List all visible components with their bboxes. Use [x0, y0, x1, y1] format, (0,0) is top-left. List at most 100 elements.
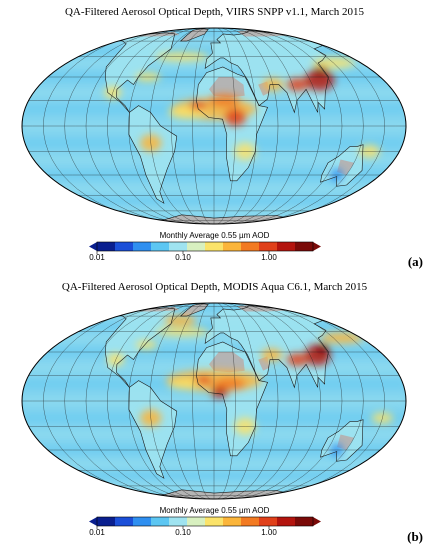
panel-b-title: QA-Filtered Aerosol Optical Depth, MODIS… — [61, 281, 368, 293]
panel-b-colorbar-segment — [241, 517, 260, 526]
panel-b-meridian — [216, 303, 236, 499]
panel-a-meridian — [221, 28, 279, 224]
panel-b-aod-blob — [316, 343, 330, 355]
panel-b-meridian — [232, 303, 364, 499]
panel-a-nodata-2 — [180, 28, 208, 42]
panel-a-colorbar-segment — [241, 242, 260, 251]
panel-a-colorbar — [89, 241, 321, 254]
panel-a-meridian — [216, 28, 236, 224]
panel-b-land-south-america — [128, 380, 177, 479]
panel-a-aod-blob — [286, 78, 309, 92]
panel-b-aod-blob — [286, 353, 309, 367]
panel-b-coast-greenland — [179, 303, 209, 317]
panel-b-meridian — [221, 303, 279, 499]
panel-a-meridian — [149, 28, 207, 224]
panel-b-colorbar-segment — [259, 517, 278, 526]
panel-a-nodata-0 — [209, 77, 245, 98]
panel-b-colorbar-frame — [96, 516, 314, 527]
panel-b-meridian — [224, 303, 300, 499]
panel-a-meridian — [192, 28, 212, 224]
panel-b-tick-0: 0.01 — [89, 528, 105, 537]
panel-a-colorbar-segment — [169, 242, 188, 251]
panel-b-tick-2: 1.00 — [261, 528, 277, 537]
panel-b-colorbar-segment — [277, 517, 296, 526]
panel-a-meridian — [128, 28, 204, 224]
panel-a-coast-north-america — [104, 32, 176, 113]
panel-b-aod-blob — [194, 376, 213, 385]
panel-b-colorbar-arrow-low — [89, 517, 97, 526]
panel-a-tick-0: 0.01 — [89, 253, 105, 262]
panel-b-meridian — [128, 303, 204, 499]
panel-b-colorbar-segment — [169, 517, 188, 526]
panel-a-land-eurasia — [205, 30, 329, 113]
panel-a-tick-1: 0.10 — [175, 253, 191, 262]
panel-b-meridian — [149, 303, 207, 499]
panel-a-colorbar-arrow-high — [313, 242, 321, 251]
panel-a-meridian — [171, 28, 209, 224]
panel-a-map — [21, 27, 407, 254]
panel-b-meridian — [85, 303, 199, 499]
panel-b-colorbar-label: Monthly Average 0.55 µm AOD — [159, 506, 270, 515]
panel-a-meridian — [107, 28, 201, 224]
panel-b-colorbar-segment — [97, 517, 116, 526]
panel-a-colorbar-arrow-low — [89, 242, 97, 251]
panel-a-coast-greenland — [179, 28, 209, 42]
panel-b-land-eurasia — [205, 305, 329, 388]
panel-a-meridian — [219, 28, 257, 224]
panel-b-meridian — [107, 303, 201, 499]
panel-b-coast-south-america — [128, 380, 178, 479]
panel-a-colorbar-segment — [133, 242, 152, 251]
panel-a-colorbar-segment — [223, 242, 242, 251]
panel-a-meridian — [227, 28, 321, 224]
panel-b-colorbar-segment — [223, 517, 242, 526]
panel-b-map — [21, 302, 407, 529]
panel-b-colorbar-segment — [205, 517, 224, 526]
panel-b-label: (b) — [407, 529, 423, 544]
panel-b-map-border — [21, 302, 407, 500]
panel-b-aod-blob — [320, 332, 364, 344]
panel-a-colorbar-segment — [259, 242, 278, 251]
panel-b-colorbar-segment — [295, 517, 314, 526]
panel-b-map-body — [22, 303, 406, 499]
panel-a-meridian — [85, 28, 199, 224]
panel-b-coast-australia — [320, 419, 364, 462]
panel-b-coast-north-america — [104, 307, 176, 388]
panel-b-colorbar-arrow-high — [313, 517, 321, 526]
panel-a-colorbar-segment — [187, 242, 206, 251]
panel-b-aod-blob — [135, 340, 157, 350]
panel-b-meridian — [219, 303, 257, 499]
panel-b-meridian — [171, 303, 209, 499]
panel-a-colorbar-segment — [151, 242, 170, 251]
panel-a-title: QA-Filtered Aerosol Optical Depth, VIIRS… — [64, 6, 365, 18]
panel-a-colorbar-segment — [205, 242, 224, 251]
panel-b-meridian — [64, 303, 196, 499]
panel-b-colorbar-segment — [187, 517, 206, 526]
panel-b-colorbar-segment — [115, 517, 134, 526]
panel-a-meridian — [224, 28, 300, 224]
panel-b-colorbar — [89, 516, 321, 529]
panel-a-colorbar-segment — [295, 242, 314, 251]
panel-a-colorbar-frame — [96, 241, 314, 252]
panel-a-coast-australia — [320, 144, 364, 187]
panel-b-nodata-0 — [209, 352, 245, 373]
panel-b-aod-blob — [164, 315, 197, 327]
panel-a-map-border — [21, 27, 407, 225]
panel-a-colorbar-label: Monthly Average 0.55 µm AOD — [159, 231, 270, 240]
panel-a-colorbar-segment — [97, 242, 116, 251]
panel-a-aod-blob — [189, 101, 207, 110]
panel-b-colorbar-segment — [151, 517, 170, 526]
panel-a-coast-south-america — [128, 105, 178, 204]
panel-a-aod-blob — [304, 69, 335, 91]
panel-a-meridian — [64, 28, 196, 224]
panel-a: QA-Filtered Aerosol Optical Depth, VIIRS… — [21, 6, 423, 269]
panel-a-coast-antarctica — [136, 214, 292, 224]
panel-b-colorbar-segment — [133, 517, 152, 526]
panel-a-meridian — [229, 28, 343, 224]
panel-b-tick-1: 0.10 — [175, 528, 191, 537]
panel-b: QA-Filtered Aerosol Optical Depth, MODIS… — [0, 275, 429, 550]
panel-b-coast-antarctica — [136, 489, 292, 499]
panel-b-meridian — [192, 303, 212, 499]
panel-a-colorbar-segment — [115, 242, 134, 251]
panel-b-aod-blob — [210, 387, 228, 398]
panel-b-meridian — [227, 303, 321, 499]
